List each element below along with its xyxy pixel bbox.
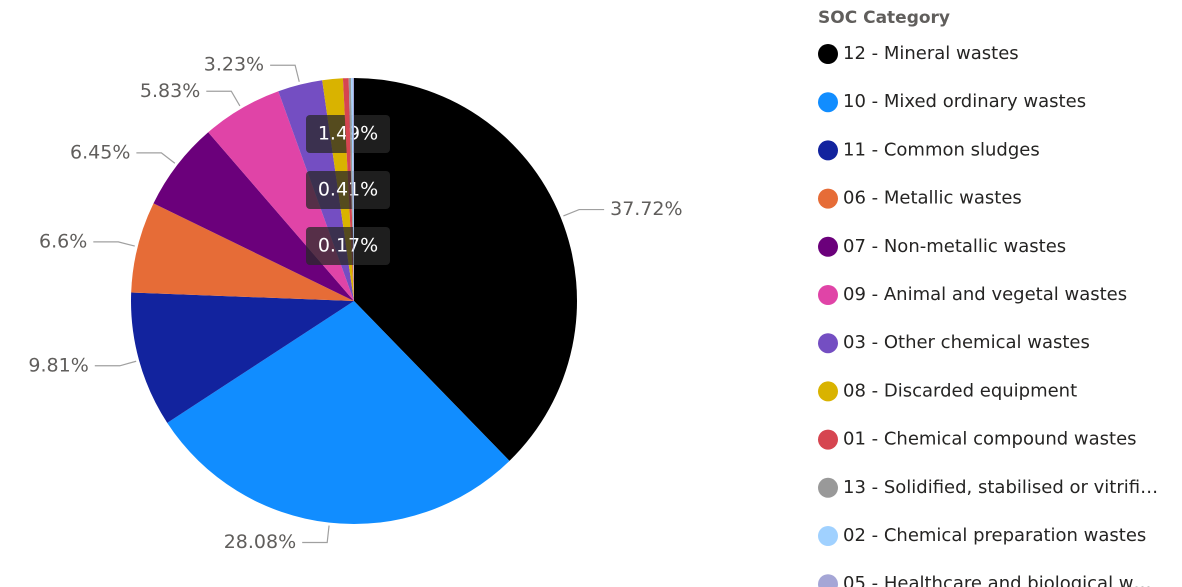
legend-marker [818, 526, 838, 546]
pie-slice [352, 78, 354, 301]
legend-title: SOC Category [818, 8, 950, 28]
legend-marker [818, 574, 838, 587]
leader-line [270, 64, 300, 82]
legend-entry: 03 - Other chemical wastes [843, 332, 1090, 353]
data-label: 3.23% [204, 54, 264, 76]
data-label: 6.6% [39, 230, 87, 252]
leader-line [302, 525, 330, 544]
pie-slice [354, 78, 577, 461]
data-label: 9.81% [28, 354, 88, 376]
legend-marker [818, 381, 838, 402]
leader-line [94, 360, 137, 367]
leader-line [206, 90, 241, 107]
legend-marker [818, 333, 838, 354]
leader-line [136, 152, 176, 164]
label-box [306, 227, 390, 265]
legend-entry: 09 - Animal and vegetal wastes [843, 284, 1127, 305]
legend-marker [818, 44, 838, 64]
leader-line [563, 208, 605, 217]
legend-entry: 13 - Solidified, stabilised or vitrifi… [843, 477, 1158, 498]
legend-marker [818, 477, 838, 498]
legend-entry: 08 - Discarded equipment [843, 380, 1077, 401]
legend-entry: 07 - Non-metallic wastes [843, 236, 1066, 257]
legend-entry: 05 - Healthcare and biological w… [843, 573, 1152, 587]
legend-entry: 02 - Chemical preparation wastes [843, 525, 1146, 546]
legend-marker [818, 285, 838, 305]
data-label: 28.08% [224, 531, 296, 553]
legend-entry: 01 - Chemical compound wastes [843, 429, 1137, 450]
legend-marker [818, 429, 838, 450]
legend-entry: 11 - Common sludges [843, 139, 1040, 160]
data-label: 0.41% [318, 179, 378, 201]
label-box [306, 171, 390, 209]
pie-slice [131, 292, 354, 423]
legend-marker [818, 92, 838, 113]
legend-marker [818, 188, 838, 209]
pie-slice [167, 301, 510, 524]
pie-slice [351, 78, 354, 301]
data-label: 6.45% [70, 141, 130, 163]
legend-entry: 12 - Mineral wastes [843, 43, 1019, 64]
leader-line [93, 241, 135, 247]
data-label: 5.83% [140, 80, 200, 102]
pie-slice [131, 203, 354, 301]
legend-entry: 06 - Metallic wastes [843, 188, 1022, 209]
pie-slice [153, 132, 354, 301]
data-label: 0.17% [318, 235, 378, 257]
legend-entry: 10 - Mixed ordinary wastes [843, 91, 1086, 112]
data-label: 37.72% [610, 198, 682, 220]
legend-marker [818, 140, 838, 161]
legend-marker [818, 236, 838, 257]
